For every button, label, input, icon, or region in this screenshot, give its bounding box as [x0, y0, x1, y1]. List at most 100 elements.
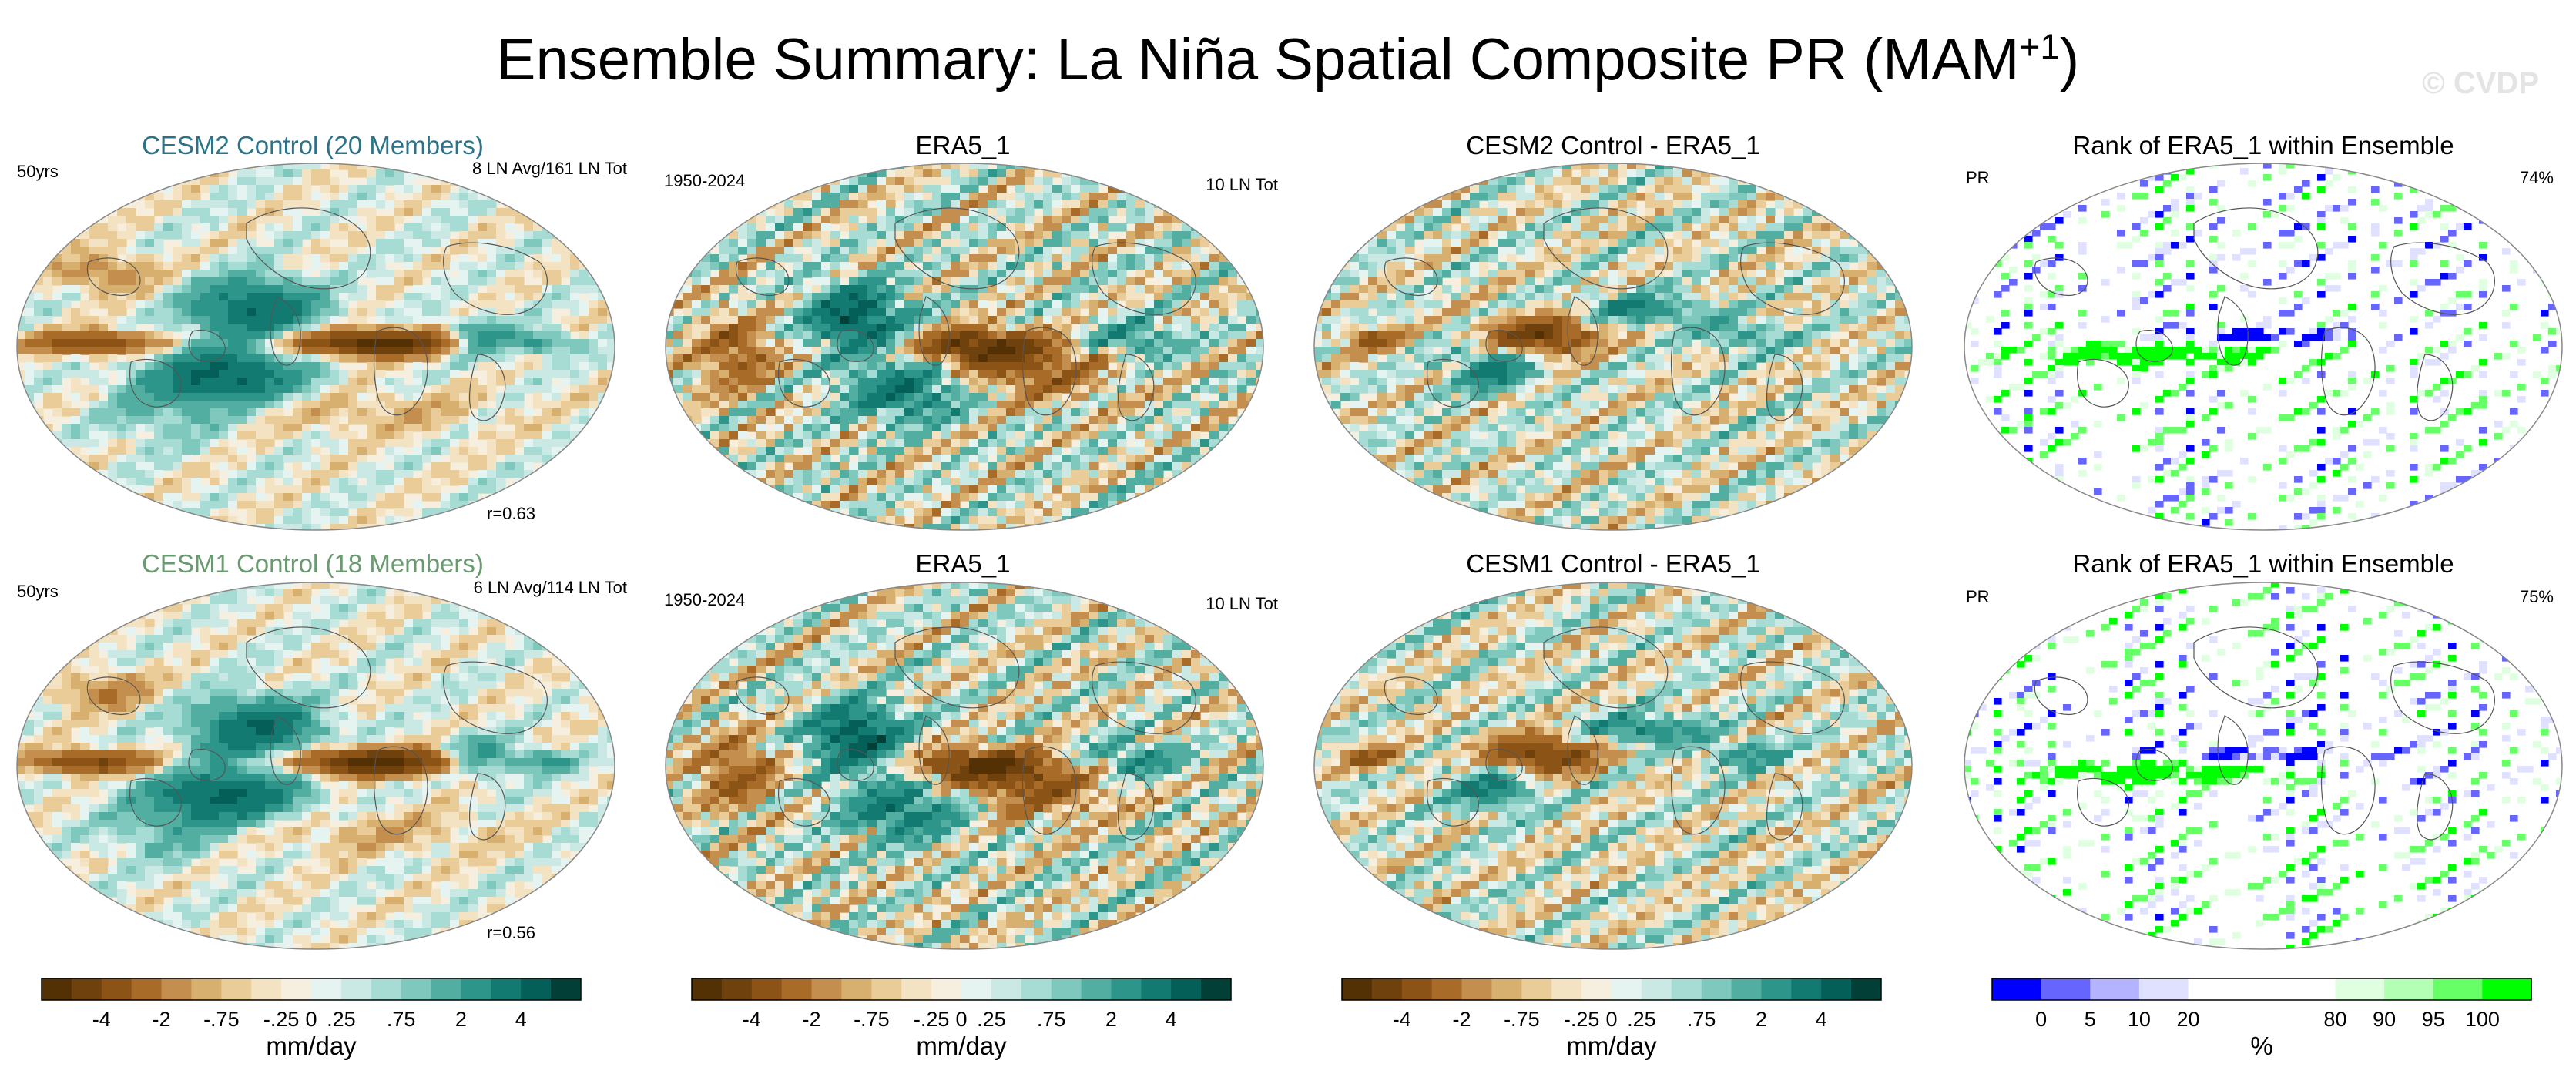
map-cell	[302, 285, 312, 294]
map-cell	[80, 163, 90, 170]
map-cell	[988, 316, 998, 324]
map-cell	[173, 401, 183, 409]
map-cell	[404, 277, 414, 286]
map-cell	[163, 478, 173, 486]
map-cell	[265, 247, 275, 255]
map-cell	[1182, 408, 1192, 417]
map-cell	[978, 277, 988, 286]
map-cell	[607, 485, 615, 494]
map-cell	[357, 300, 367, 309]
map-cell	[1043, 247, 1053, 255]
map-cell	[89, 277, 99, 286]
map-cell	[515, 501, 525, 509]
map-cell	[283, 285, 293, 294]
map-cell	[1080, 231, 1090, 240]
map-cell	[803, 163, 813, 170]
map-cell	[561, 185, 571, 193]
map-cell	[191, 516, 201, 525]
map-cell	[683, 308, 693, 317]
map-cell	[1209, 354, 1219, 363]
map-cell	[1228, 393, 1238, 401]
map-cell	[413, 231, 423, 240]
map-cell	[219, 223, 229, 232]
map-cell	[43, 293, 53, 301]
map-cell	[673, 424, 683, 432]
map-cell	[1071, 277, 1081, 286]
map-cell	[25, 293, 35, 301]
map-cell	[1025, 231, 1035, 240]
map-cell	[1228, 247, 1238, 255]
map-cell	[533, 416, 543, 425]
map-cell	[228, 385, 238, 394]
map-cell	[487, 439, 497, 448]
map-cell	[441, 416, 451, 425]
map-cell	[367, 485, 377, 494]
map-cell	[1006, 347, 1016, 355]
map-cell	[1154, 378, 1164, 386]
map-cell	[542, 431, 552, 440]
map-cell	[283, 485, 293, 494]
map-cell	[237, 223, 247, 232]
map-cell	[1071, 208, 1081, 216]
map-cell	[210, 339, 220, 347]
map-cell	[376, 501, 386, 509]
map-cell	[552, 339, 562, 347]
map-cell	[459, 455, 469, 463]
map-cell	[1237, 247, 1247, 255]
map-cell	[237, 247, 247, 255]
map-cell	[136, 177, 146, 186]
map-cell	[1126, 408, 1136, 417]
map-cell	[237, 300, 247, 309]
map-cell	[247, 331, 257, 340]
map-cell	[247, 416, 257, 425]
map-cell	[1015, 385, 1025, 394]
map-cell	[496, 216, 506, 224]
map-cell	[1237, 293, 1247, 301]
map-cell	[756, 247, 766, 255]
map-cell	[283, 354, 293, 363]
map-cell	[357, 378, 367, 386]
map-cell	[923, 416, 933, 425]
map-cell	[877, 185, 887, 193]
map-cell	[219, 408, 229, 417]
map-cell	[89, 185, 99, 193]
map-cell	[219, 354, 229, 363]
map-cell	[598, 385, 608, 394]
map-cell	[988, 193, 998, 201]
map-cell	[394, 277, 404, 286]
map-cell	[793, 216, 803, 224]
map-cell	[311, 485, 321, 494]
map-cell	[265, 177, 275, 186]
map-cell	[561, 254, 571, 263]
map-cell	[228, 163, 238, 170]
map-cell	[1209, 177, 1219, 186]
map-cell	[579, 277, 589, 286]
map-cell	[1246, 169, 1256, 178]
map-cell	[247, 354, 257, 363]
map-cell	[1163, 331, 1173, 340]
map-cell	[756, 223, 766, 232]
map-cell	[914, 270, 924, 278]
map-cell	[52, 185, 62, 193]
map-cell	[692, 285, 702, 294]
map-cell	[431, 447, 441, 455]
map-cell	[1043, 200, 1053, 209]
map-cell	[52, 485, 62, 494]
map-cell	[960, 200, 970, 209]
map-cell	[533, 485, 543, 494]
map-cell	[191, 331, 201, 340]
map-cell	[136, 478, 146, 486]
map-cell	[552, 478, 562, 486]
map-cell	[710, 347, 720, 355]
map-cell	[311, 401, 321, 409]
map-cell	[1006, 163, 1016, 170]
map-cell	[1135, 370, 1145, 378]
map-cell	[1256, 216, 1263, 224]
map-cell	[265, 431, 275, 440]
map-cell	[191, 200, 201, 209]
map-cell	[450, 277, 460, 286]
map-cell	[895, 223, 905, 232]
map-cell	[766, 163, 776, 170]
map-cell	[849, 424, 859, 432]
map-cell	[923, 239, 933, 247]
